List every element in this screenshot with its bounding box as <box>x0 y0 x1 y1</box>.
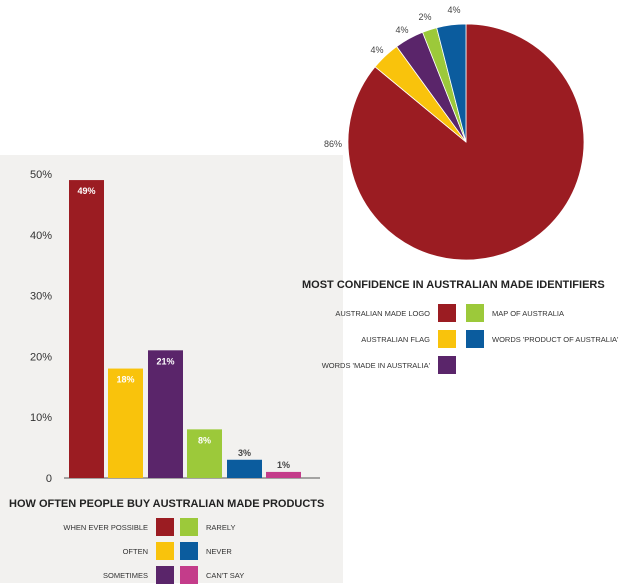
legend-swatch <box>156 542 174 560</box>
bar-legend-item: RARELY <box>180 518 235 536</box>
legend-label: RARELY <box>206 522 236 532</box>
legend-label: WORDS 'PRODUCT OF AUSTRALIA' <box>492 334 619 344</box>
legend-swatch <box>438 330 456 348</box>
y-tick-label: 0 <box>46 473 52 485</box>
bar <box>69 180 104 478</box>
legend-swatch <box>466 304 484 322</box>
bar <box>108 368 143 478</box>
bar-legend-item: OFTEN <box>40 542 174 560</box>
legend-swatch <box>180 566 198 584</box>
legend-swatch <box>180 542 198 560</box>
bar-value-label: 8% <box>198 435 211 445</box>
y-tick-label: 50% <box>30 169 52 181</box>
y-tick-label: 20% <box>30 351 52 363</box>
bar-legend-item: CAN'T SAY <box>180 566 244 584</box>
pie-slice-label: 4% <box>447 5 460 15</box>
pie-chart-title: MOST CONFIDENCE IN AUSTRALIAN MADE IDENT… <box>302 279 605 291</box>
bar-chart-title: HOW OFTEN PEOPLE BUY AUSTRALIAN MADE PRO… <box>9 498 325 510</box>
legend-label: WHEN EVER POSSIBLE <box>63 522 148 532</box>
bar <box>227 459 262 478</box>
bar-value-label: 18% <box>116 375 134 385</box>
bar <box>266 471 301 478</box>
y-tick-label: 10% <box>30 412 52 424</box>
legend-label: SOMETIMES <box>102 570 148 580</box>
legend-swatch <box>156 518 174 536</box>
y-tick-label: 40% <box>30 230 52 242</box>
bar <box>148 350 183 478</box>
legend-label: NEVER <box>206 546 232 556</box>
pie-legend-item: WORDS 'MADE IN AUSTRALIA' <box>300 356 456 374</box>
bar-value-label: 3% <box>238 448 251 458</box>
bar-value-label: 49% <box>77 186 95 196</box>
pie-slice <box>436 23 467 143</box>
legend-label: MAP OF AUSTRALIA <box>492 308 564 318</box>
bar-value-label: 1% <box>277 460 290 470</box>
pie-slice-label: 4% <box>395 25 408 35</box>
pie-slice-label: 4% <box>370 45 383 55</box>
legend-swatch <box>438 356 456 374</box>
pie-slice-label: 86% <box>324 139 342 149</box>
legend-swatch <box>466 330 484 348</box>
y-tick-label: 30% <box>30 291 52 303</box>
bar-value-label: 21% <box>156 356 174 366</box>
legend-label: WORDS 'MADE IN AUSTRALIA' <box>321 360 430 370</box>
legend-swatch <box>438 304 456 322</box>
legend-label: OFTEN <box>122 546 148 556</box>
pie-legend-item: MAP OF AUSTRALIA <box>466 304 564 322</box>
legend-label: CAN'T SAY <box>206 570 245 580</box>
legend-swatch <box>156 566 174 584</box>
pie-legend-item: AUSTRALIAN FLAG <box>328 330 456 348</box>
legend-swatch <box>180 518 198 536</box>
bar-legend-item: WHEN EVER POSSIBLE <box>40 518 174 536</box>
pie-legend-item: AUSTRALIAN MADE LOGO <box>328 304 456 322</box>
legend-label: AUSTRALIAN FLAG <box>361 334 430 344</box>
bar <box>187 429 222 478</box>
pie-slice-label: 2% <box>418 12 431 22</box>
bar-legend-item: SOMETIMES <box>40 566 174 584</box>
pie-legend-item: WORDS 'PRODUCT OF AUSTRALIA' <box>466 330 619 348</box>
bar-legend-item: NEVER <box>180 542 232 560</box>
legend-label: AUSTRALIAN MADE LOGO <box>335 308 430 318</box>
